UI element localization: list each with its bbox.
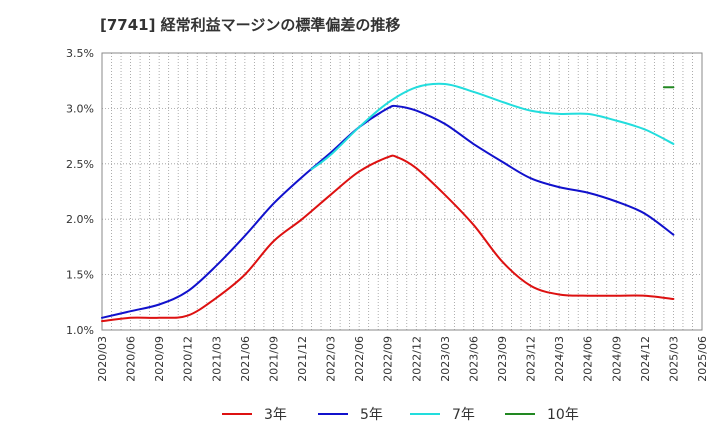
legend-label-3: 7年 — [452, 407, 475, 423]
x-tick-label: 2020/09 — [153, 336, 166, 382]
y-tick-label: 1.5% — [66, 269, 94, 282]
plot-frame — [101, 52, 703, 331]
legend-label-1: 3年 — [264, 407, 287, 423]
y-tick-label: 1.0% — [66, 324, 94, 337]
x-tick-label: 2021/03 — [210, 336, 223, 382]
x-tick-label: 2022/12 — [410, 336, 423, 382]
x-tick-label: 2024/09 — [610, 336, 623, 382]
y-tick-label: 2.0% — [66, 213, 94, 226]
x-tick-label: 2021/12 — [296, 336, 309, 382]
x-tick-label: 2023/09 — [496, 336, 509, 382]
x-tick-label: 2022/09 — [382, 336, 395, 382]
x-tick-label: 2024/06 — [582, 336, 595, 382]
x-tick-label: 2025/03 — [667, 336, 680, 382]
x-tick-label: 2023/06 — [467, 336, 480, 382]
x-tick-label: 2020/06 — [125, 336, 138, 382]
legend: 3年 5年 7年 10年 — [222, 407, 579, 423]
x-tick-label: 2023/12 — [525, 336, 538, 382]
series-layer — [101, 82, 675, 323]
x-tick-label: 2024/12 — [639, 336, 652, 382]
legend-label-2: 5年 — [360, 407, 383, 423]
series-line-2 — [101, 104, 675, 319]
x-tick-label: 2025/06 — [696, 336, 709, 382]
x-tick-label: 2021/06 — [239, 336, 252, 382]
chart-title: [7741] 経常利益マージンの標準偏差の推移 — [100, 16, 401, 34]
x-tick-label: 2020/12 — [182, 336, 195, 382]
x-tick-label: 2022/06 — [353, 336, 366, 382]
y-tick-label: 3.0% — [66, 102, 94, 115]
y-tick-label: 3.5% — [66, 47, 94, 60]
x-tick-label: 2022/03 — [325, 336, 338, 382]
x-tick-label: 2023/03 — [439, 336, 452, 382]
axis-layer: 1.0% 1.5% 2.0% 2.5% 3.0% 3.5% 2020/03 2020/06 20… — [66, 47, 709, 382]
legend-label-4: 10年 — [547, 407, 579, 423]
x-tick-label: 2021/09 — [267, 336, 280, 382]
series-line-1 — [101, 154, 675, 323]
y-tick-label: 2.5% — [66, 158, 94, 171]
x-tick-label: 2024/03 — [553, 336, 566, 382]
x-tick-label: 2020/03 — [96, 336, 109, 382]
series-line-3 — [310, 82, 675, 171]
